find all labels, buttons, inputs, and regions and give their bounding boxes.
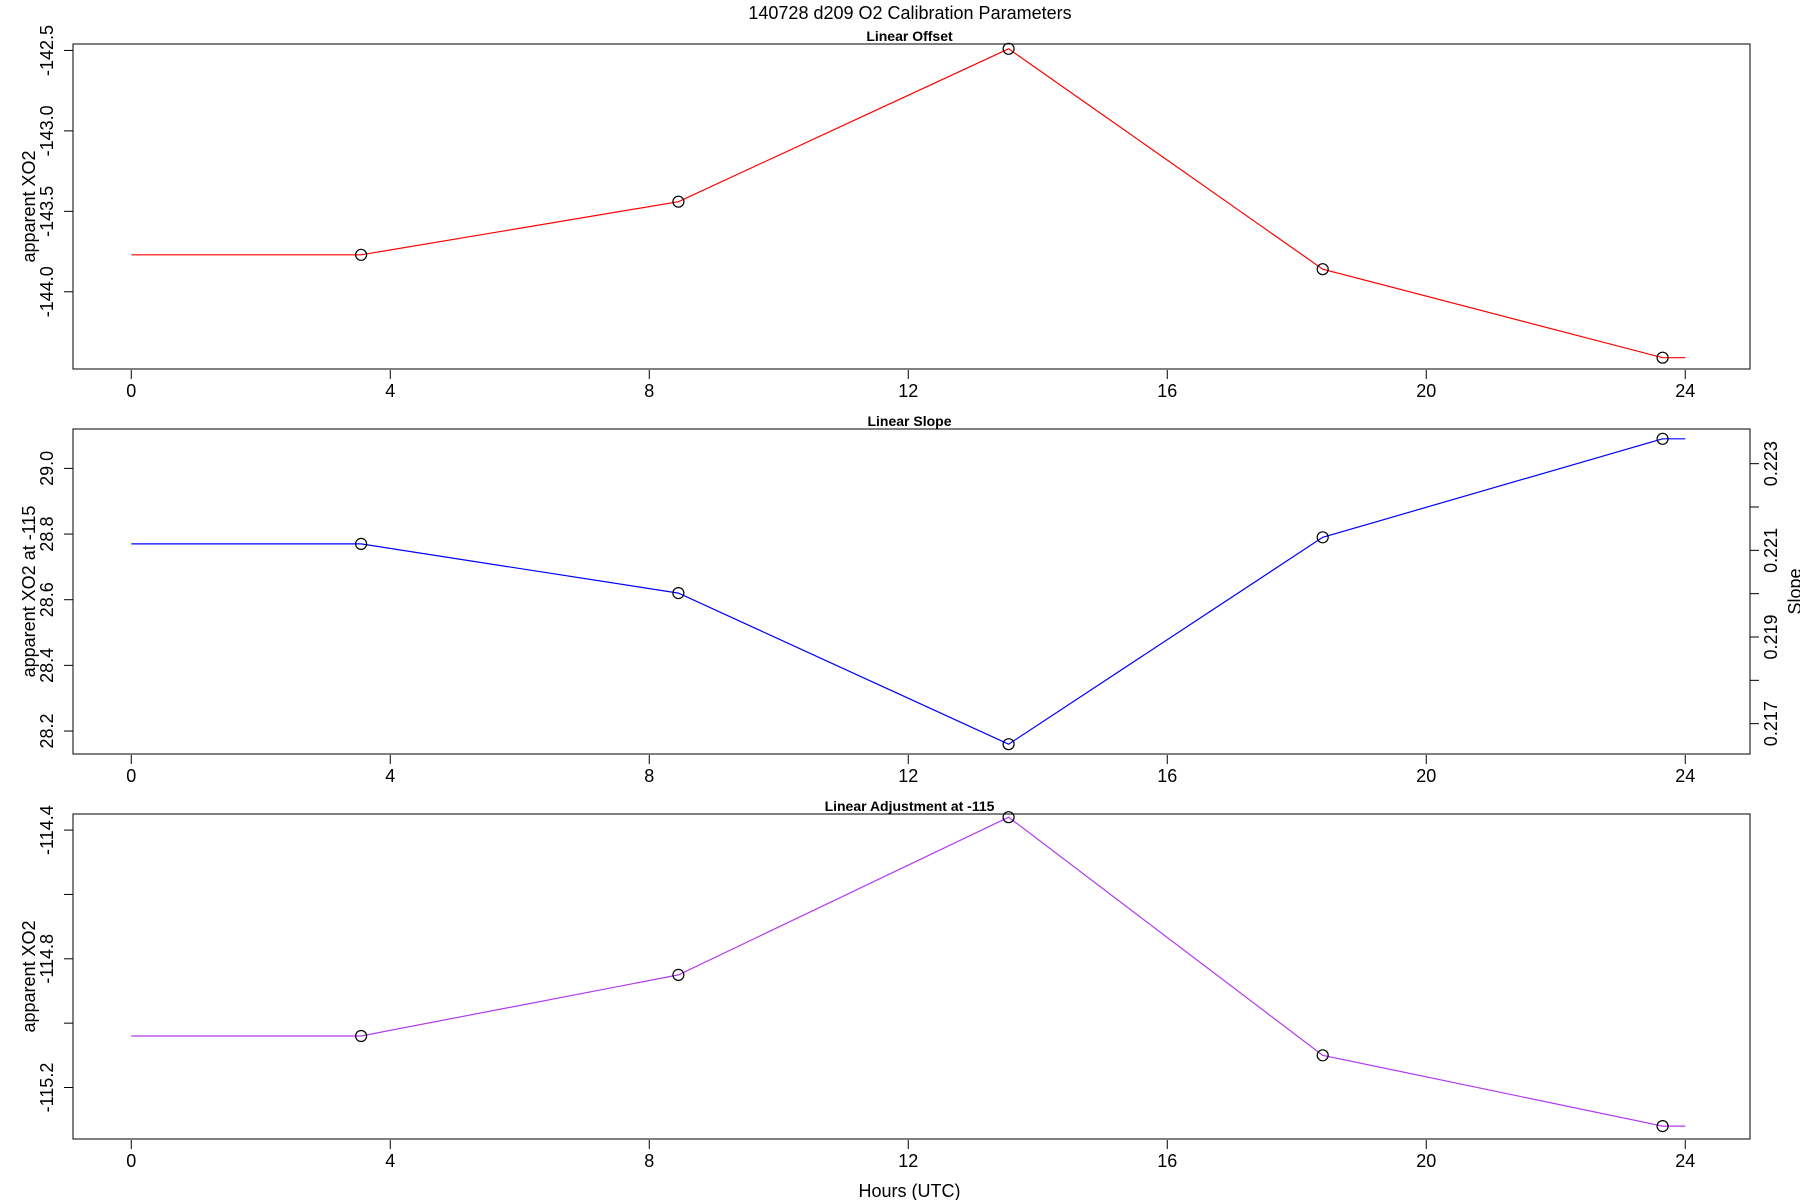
- y-right-tick-label: 0.217: [1761, 701, 1781, 746]
- y-tick-label: -115.2: [37, 1063, 57, 1113]
- x-tick-label: 12: [898, 1151, 918, 1171]
- x-tick-label: 0: [126, 766, 136, 786]
- x-tick-label: 24: [1675, 381, 1695, 401]
- data-point: [672, 195, 685, 208]
- y-axis-label: apparent XO2: [19, 150, 39, 262]
- x-tick-label: 16: [1157, 1151, 1177, 1171]
- y-right-tick-label: 0.223: [1761, 441, 1781, 486]
- x-tick-label: 8: [644, 766, 654, 786]
- data-point: [355, 537, 368, 551]
- y-tick-label: 28.6: [37, 582, 57, 617]
- x-tick-label: 20: [1416, 766, 1436, 786]
- x-tick-label: 24: [1675, 1151, 1695, 1171]
- panel-title: Linear Adjustment at -115: [825, 798, 995, 814]
- x-tick-label: 4: [385, 381, 395, 401]
- data-point: [1002, 811, 1015, 824]
- y-axis-label: apparent XO2 at -115: [19, 506, 39, 678]
- y-right-axis-label: Slope: [1785, 568, 1800, 614]
- y-tick-label: 29.0: [37, 451, 57, 486]
- x-axis-label: Hours (UTC): [859, 1181, 961, 1200]
- chart-panel-2: Linear Slope 0 4 8 12 16 20 24 28.2 28.4 28.6 28.8 2…: [19, 413, 1800, 786]
- data-point: [672, 968, 685, 982]
- y-axis-label: apparent XO2: [19, 920, 39, 1032]
- x-tick-label: 20: [1416, 1151, 1436, 1171]
- x-tick-label: 8: [644, 381, 654, 401]
- y-tick-label: -144.0: [37, 266, 57, 317]
- figure-title: 140728 d209 O2 Calibration Parameters: [748, 3, 1071, 23]
- x-tick-label: 8: [644, 1151, 654, 1171]
- x-tick-label: 16: [1157, 766, 1177, 786]
- plot-frame: [72, 813, 1751, 1140]
- series-line: [131, 438, 1686, 745]
- x-tick-label: 20: [1416, 381, 1436, 401]
- data-point: [1002, 42, 1015, 55]
- data-point: [1316, 1049, 1329, 1062]
- data-point: [672, 586, 685, 600]
- y-tick-label: -114.4: [37, 805, 57, 855]
- y-tick-label: -114.8: [37, 934, 57, 984]
- y-tick-label: 28.4: [37, 648, 57, 683]
- data-point: [1656, 351, 1669, 364]
- data-point: [1002, 738, 1015, 751]
- x-tick-label: 4: [385, 766, 395, 786]
- y-tick-label: 28.2: [37, 713, 57, 748]
- plot-frame: [72, 43, 1751, 370]
- plot-frame: [72, 428, 1751, 755]
- data-point: [1316, 531, 1329, 544]
- x-tick-label: 0: [126, 1151, 136, 1171]
- x-tick-label: 24: [1675, 766, 1695, 786]
- x-tick-label: 12: [898, 381, 918, 401]
- y-right-tick-label: 0.221: [1761, 528, 1781, 573]
- data-point: [1316, 263, 1329, 276]
- x-tick-label: 0: [126, 381, 136, 401]
- x-tick-label: 12: [898, 766, 918, 786]
- series-line: [131, 816, 1686, 1127]
- x-tick-label: 4: [385, 1151, 395, 1171]
- y-right-tick-label: 0.219: [1761, 614, 1781, 659]
- data-point: [1656, 1119, 1669, 1133]
- x-tick-label: 16: [1157, 381, 1177, 401]
- series-line: [131, 48, 1686, 359]
- panel-title: Linear Slope: [867, 413, 951, 429]
- chart-panel-3: Linear Adjustment at -115 0 4 8 12 16 20 24 -115…: [19, 798, 1751, 1200]
- y-tick-label: -143.5: [37, 186, 57, 237]
- chart-panel-1: Linear Offset 0 4 8 12 16 20 24 -144.0 -143.5 -143…: [19, 25, 1751, 401]
- chart-panels: Linear Offset 0 4 8 12 16 20 24 -144.0 -143.5 -143…: [19, 25, 1800, 1200]
- y-tick-label: -143.0: [37, 105, 57, 156]
- y-tick-label: -142.5: [37, 25, 57, 76]
- panel-title: Linear Offset: [866, 28, 953, 44]
- y-tick-label: 28.8: [37, 517, 57, 552]
- data-point: [1656, 432, 1669, 445]
- data-point: [355, 1029, 368, 1043]
- data-point: [355, 248, 368, 261]
